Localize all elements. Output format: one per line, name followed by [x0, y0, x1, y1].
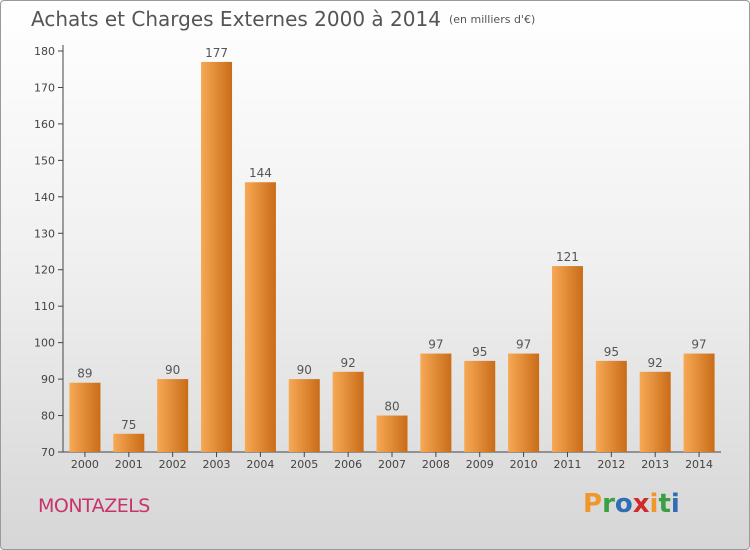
- data-label: 75: [121, 418, 136, 432]
- bar: [113, 433, 145, 452]
- chart-title: Achats et Charges Externes 2000 à 2014 (e…: [31, 7, 535, 31]
- logo-letter: x: [632, 489, 650, 519]
- y-tick-label: 120: [34, 264, 55, 277]
- x-tick-label: 2014: [685, 458, 713, 471]
- bar: [332, 371, 364, 452]
- data-label: 97: [691, 338, 706, 352]
- x-tick-label: 2003: [203, 458, 231, 471]
- data-label: 177: [205, 46, 228, 60]
- bar: [683, 353, 715, 452]
- data-label: 90: [165, 363, 180, 377]
- x-tick-label: 2006: [334, 458, 362, 471]
- y-tick-label: 140: [34, 191, 55, 204]
- x-tick-label: 2001: [115, 458, 143, 471]
- data-label: 92: [648, 356, 663, 370]
- bar: [420, 353, 452, 452]
- data-label: 144: [249, 166, 272, 180]
- bar: [639, 371, 671, 452]
- y-tick-label: 70: [41, 446, 55, 459]
- bar: [551, 266, 583, 452]
- x-tick-label: 2010: [510, 458, 538, 471]
- chart-unit: (en milliers d'€): [448, 13, 536, 26]
- y-tick-label: 100: [34, 337, 55, 350]
- bar: [201, 61, 233, 452]
- logo-letter: i: [670, 489, 680, 519]
- logo-letter: o: [614, 489, 633, 519]
- x-tick-label: 2013: [641, 458, 669, 471]
- logo-letter: r: [602, 489, 615, 519]
- x-tick-label: 2004: [246, 458, 274, 471]
- data-label: 95: [604, 345, 619, 359]
- data-label: 80: [384, 400, 399, 414]
- y-tick-label: 90: [41, 373, 55, 386]
- data-label: 95: [472, 345, 487, 359]
- data-label: 89: [77, 367, 92, 381]
- bar: [464, 360, 496, 452]
- x-tick-label: 2011: [553, 458, 581, 471]
- logo-letter: t: [658, 489, 671, 519]
- y-tick-label: 80: [41, 410, 55, 423]
- y-tick-label: 180: [34, 45, 55, 58]
- bar: [508, 353, 540, 452]
- data-label: 92: [340, 356, 355, 370]
- x-tick-label: 2000: [71, 458, 99, 471]
- y-tick-label: 170: [34, 81, 55, 94]
- data-label: 90: [297, 363, 312, 377]
- bar: [244, 182, 276, 452]
- commune-name: MONTAZELS: [38, 495, 150, 517]
- y-tick-label: 130: [34, 227, 55, 240]
- bar: [69, 382, 101, 452]
- y-tick-label: 160: [34, 118, 55, 131]
- bar: [595, 360, 627, 452]
- x-tick-label: 2002: [159, 458, 187, 471]
- bar: [157, 379, 189, 452]
- data-label: 121: [556, 250, 579, 264]
- bar: [288, 379, 320, 452]
- proxiti-logo: Proxiti: [583, 489, 680, 519]
- data-label: 97: [428, 338, 443, 352]
- bar: [376, 415, 408, 452]
- logo-letter: i: [649, 489, 659, 519]
- x-tick-label: 2012: [597, 458, 625, 471]
- x-tick-label: 2008: [422, 458, 450, 471]
- logo-letter: P: [583, 489, 603, 519]
- x-tick-label: 2005: [290, 458, 318, 471]
- x-tick-label: 2009: [466, 458, 494, 471]
- y-tick-label: 150: [34, 154, 55, 167]
- data-label: 97: [516, 338, 531, 352]
- x-tick-label: 2007: [378, 458, 406, 471]
- chart-title-text: Achats et Charges Externes 2000 à 2014: [31, 7, 441, 31]
- y-tick-label: 110: [34, 300, 55, 313]
